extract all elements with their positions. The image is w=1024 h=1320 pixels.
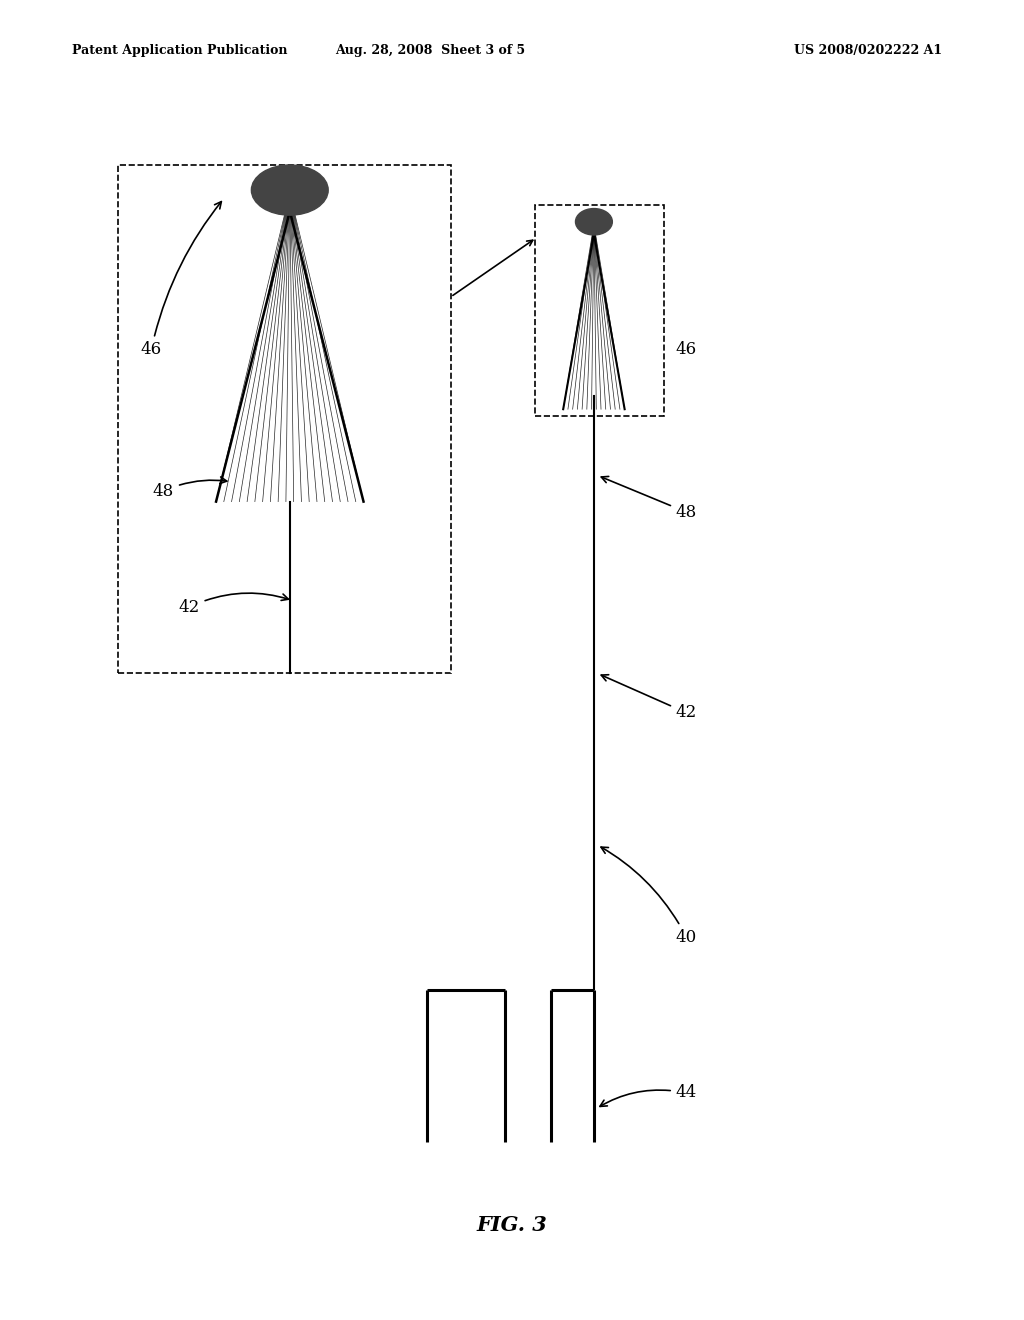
Bar bbox=[535, 205, 664, 416]
Text: 46: 46 bbox=[140, 202, 221, 358]
Text: 44: 44 bbox=[600, 1085, 697, 1106]
Ellipse shape bbox=[575, 209, 612, 235]
Text: Aug. 28, 2008  Sheet 3 of 5: Aug. 28, 2008 Sheet 3 of 5 bbox=[335, 44, 525, 57]
Text: 48: 48 bbox=[153, 477, 227, 499]
Text: FIG. 3: FIG. 3 bbox=[476, 1214, 548, 1236]
Ellipse shape bbox=[251, 165, 328, 215]
Text: 46: 46 bbox=[676, 342, 697, 358]
Text: 48: 48 bbox=[601, 477, 697, 520]
Text: 42: 42 bbox=[601, 675, 697, 721]
Text: 40: 40 bbox=[601, 847, 697, 945]
Text: 42: 42 bbox=[178, 593, 289, 615]
Text: US 2008/0202222 A1: US 2008/0202222 A1 bbox=[794, 44, 942, 57]
Text: Patent Application Publication: Patent Application Publication bbox=[72, 44, 287, 57]
Bar bbox=[118, 165, 451, 673]
